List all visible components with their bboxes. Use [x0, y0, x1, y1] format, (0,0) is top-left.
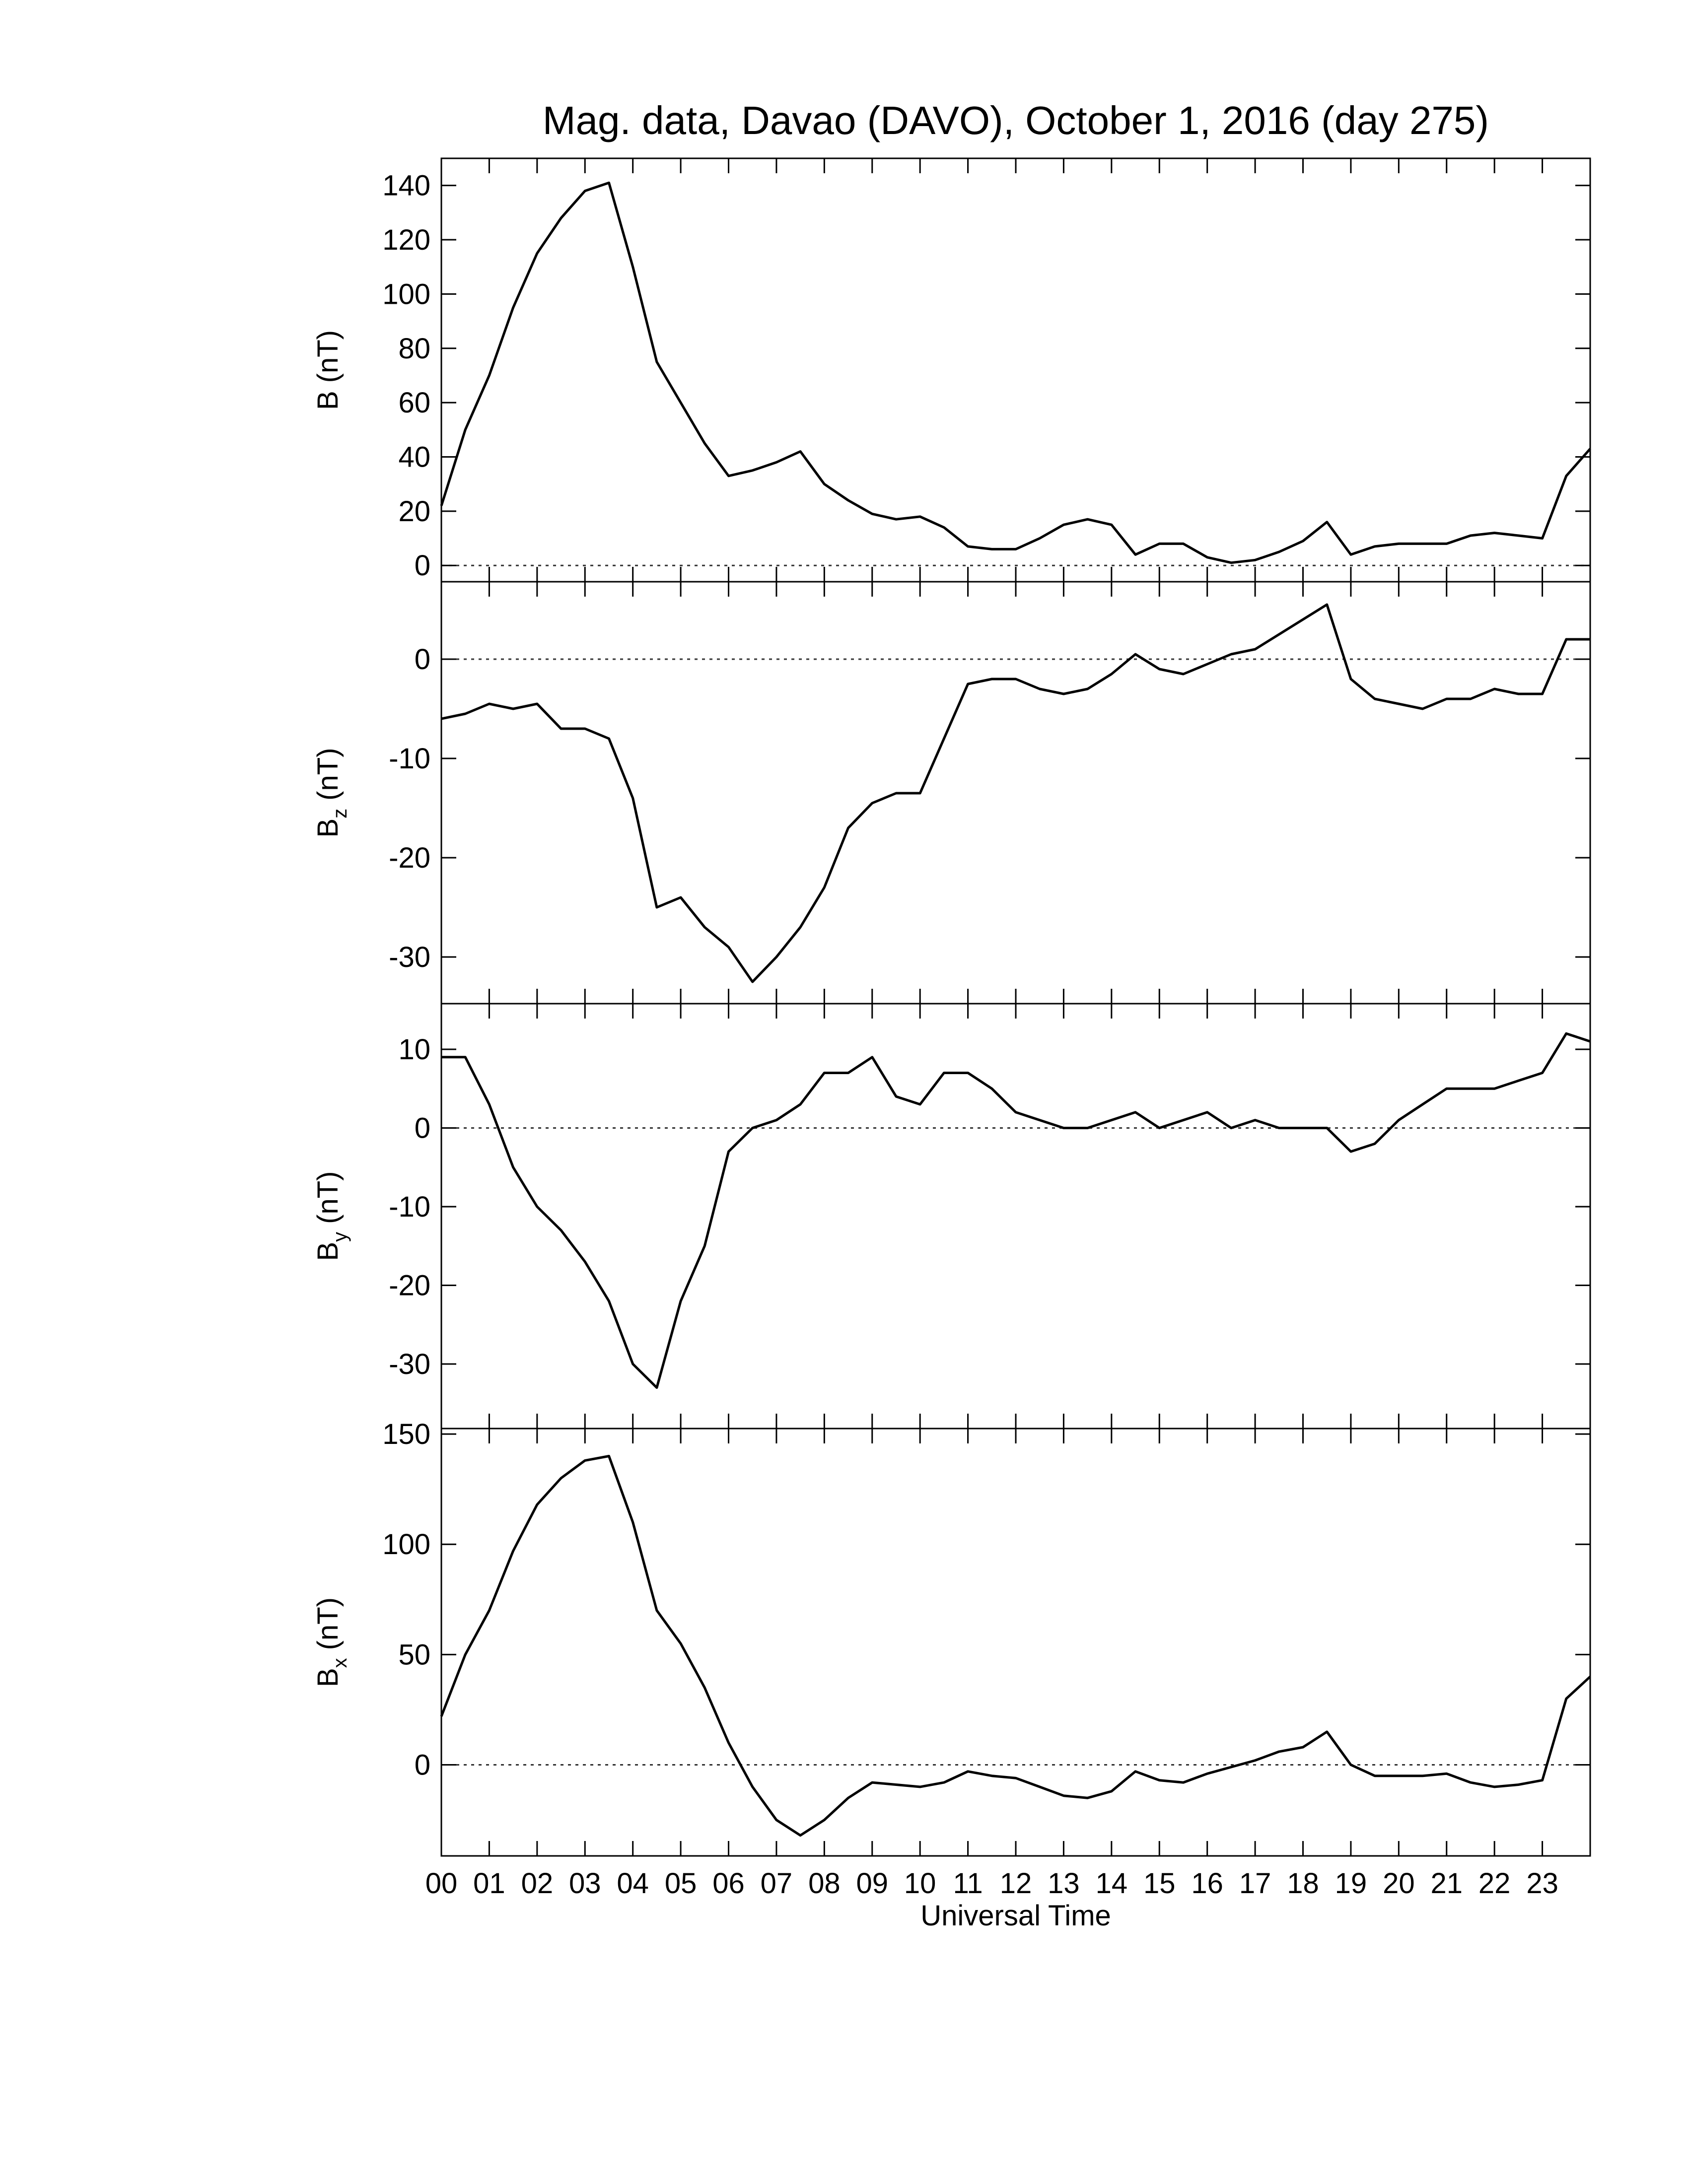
x-tick-label: 23 [1526, 1867, 1558, 1900]
x-tick-label: 17 [1239, 1867, 1271, 1900]
x-tick-label: 14 [1096, 1867, 1128, 1900]
x-tick-label: 09 [856, 1867, 888, 1900]
plot-frame [440, 157, 1591, 583]
y-tick-label: 120 [382, 224, 430, 256]
y-tick-label: 150 [382, 1418, 430, 1450]
x-tick-label: 02 [521, 1867, 554, 1900]
x-tick-label: 18 [1287, 1867, 1319, 1900]
x-tick-label: 08 [808, 1867, 841, 1900]
y-tick-label: 80 [398, 333, 430, 365]
y-tick-label: -20 [389, 842, 430, 874]
x-tick-label: 20 [1383, 1867, 1415, 1900]
y-tick-label: 0 [415, 1112, 430, 1144]
y-label-unit: (nT) [312, 330, 344, 383]
chart-title: Mag. data, Davao (DAVO), October 1, 2016… [543, 98, 1489, 142]
plot-frame [440, 581, 1591, 1005]
x-tick-label: 04 [617, 1867, 649, 1900]
x-tick-label: 01 [473, 1867, 505, 1900]
x-tick-label: 21 [1430, 1867, 1463, 1900]
y-tick-label: 60 [398, 387, 430, 419]
y-tick-label: -10 [389, 743, 430, 775]
y-axis-label: Bx (nT) [312, 1597, 351, 1687]
y-label-symbol: B [312, 1242, 344, 1261]
x-axis-label: Universal Time [920, 1900, 1111, 1932]
y-label-subscript: z [329, 809, 351, 819]
x-tick-label: 11 [953, 1867, 983, 1900]
x-tick-label: 16 [1191, 1867, 1223, 1900]
x-tick-label: 07 [761, 1867, 793, 1900]
x-tick-label: 06 [712, 1867, 745, 1900]
data-line [440, 181, 1591, 564]
y-tick-label: 140 [382, 170, 430, 202]
y-tick-label: -20 [389, 1269, 430, 1301]
y-tick-label: -10 [389, 1191, 430, 1223]
y-tick-label: 0 [415, 1749, 430, 1781]
x-tick-label: 03 [569, 1867, 601, 1900]
x-tick-label: 22 [1478, 1867, 1511, 1900]
y-tick-label: 0 [415, 643, 430, 676]
y-axis-label: B (nT) [312, 330, 344, 410]
data-line [441, 1032, 1591, 1389]
plot-frame [440, 1003, 1591, 1430]
x-tick-label: 15 [1143, 1867, 1176, 1900]
y-label-subscript: x [329, 1658, 351, 1668]
data-line [440, 1455, 1591, 1837]
y-label-symbol: B [312, 391, 344, 410]
x-tick-label: 10 [904, 1867, 936, 1900]
y-tick-label: 100 [382, 1528, 430, 1561]
x-tick-label: 05 [665, 1867, 697, 1900]
x-tick-label: 00 [425, 1867, 458, 1900]
y-tick-label: 40 [398, 441, 430, 473]
y-axis-label: By (nT) [312, 1171, 351, 1261]
y-axis-label: Bz (nT) [312, 748, 351, 837]
y-label-subscript: y [329, 1232, 351, 1242]
y-label-symbol: B [312, 819, 344, 838]
x-tick-label: 19 [1335, 1867, 1367, 1900]
y-tick-label: 10 [398, 1033, 430, 1066]
y-tick-label: -30 [389, 941, 430, 973]
y-label-unit: (nT) [312, 1597, 344, 1650]
y-label-unit: (nT) [312, 748, 344, 800]
y-tick-label: -30 [389, 1348, 430, 1380]
y-tick-label: 20 [398, 495, 430, 528]
y-label-unit: (nT) [312, 1171, 344, 1224]
y-label-symbol: B [312, 1668, 344, 1687]
y-tick-label: 100 [382, 278, 430, 310]
y-tick-label: 50 [398, 1638, 430, 1671]
plot-frame [440, 1428, 1591, 1857]
y-tick-label: 0 [415, 549, 430, 582]
x-tick-label: 12 [1000, 1867, 1032, 1900]
x-tick-label: 13 [1048, 1867, 1080, 1900]
data-line [441, 603, 1590, 983]
